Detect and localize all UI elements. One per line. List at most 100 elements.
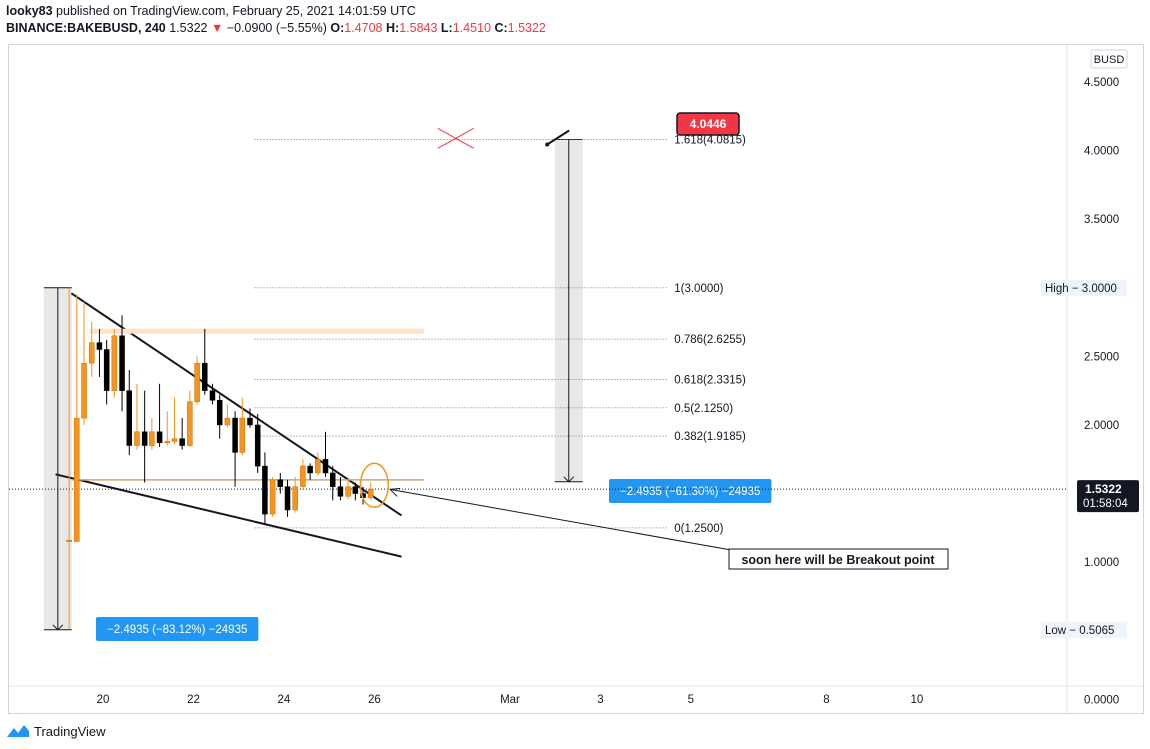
candle-up[interactable] [111, 335, 118, 391]
close-label: C: [494, 21, 508, 35]
price-change: −0.0900 (−5.55%) [226, 21, 327, 35]
candle-up[interactable] [74, 417, 80, 542]
x-tick-label: 10 [911, 694, 924, 706]
candle-down[interactable] [216, 400, 223, 426]
chart-area[interactable]: −2.4935 (−83.12%) −24935 −2.4935 (−61.30%… [8, 44, 1144, 714]
candle-up[interactable] [171, 438, 178, 442]
fib-level-label: 1.618(4.0815) [674, 134, 746, 146]
tradingview-footer[interactable]: TradingView [6, 721, 106, 741]
fib-level-label: 1(3.0000) [674, 283, 723, 295]
measure-right-label-box[interactable] [609, 479, 772, 503]
callout-arrow-icon [389, 487, 401, 497]
measure-left-label: −2.4935 (−83.12%) −24935 [107, 624, 247, 636]
candle-down[interactable] [119, 335, 125, 391]
author-name[interactable]: looky83 [6, 4, 53, 18]
fib-level-label: 0.618(2.3315) [674, 374, 746, 386]
candle-up[interactable] [134, 431, 140, 446]
candle-up[interactable] [149, 431, 155, 446]
low-label-box [1041, 621, 1127, 638]
candle-up[interactable] [367, 489, 374, 498]
target-point [545, 142, 550, 147]
candle-up[interactable] [164, 441, 171, 444]
upper-wedge-line[interactable] [70, 292, 403, 517]
candle-down[interactable] [247, 417, 253, 426]
candle-down[interactable] [156, 431, 163, 444]
high-label: High − 3.0000 [1045, 283, 1117, 295]
current-price-box[interactable] [1077, 480, 1139, 513]
x-tick-label: 5 [688, 694, 694, 706]
measure-left-label-box[interactable] [96, 617, 259, 641]
symbol-name: BINANCE:BAKEBUSD, 240 [6, 21, 166, 35]
x-tick-label: 20 [97, 694, 110, 706]
candle-down[interactable] [322, 458, 329, 474]
candle-down[interactable] [96, 342, 103, 350]
candle-down[interactable] [284, 486, 291, 511]
high-label-box [1041, 279, 1127, 296]
x-tick-label: 26 [368, 694, 381, 706]
candle-down[interactable] [202, 362, 208, 391]
measure-right-label: −2.4935 (−61.30%) −24935 [620, 486, 760, 498]
bar-countdown-label: 01:58:04 [1083, 498, 1128, 510]
candle-down[interactable] [337, 486, 344, 497]
price-chart-svg[interactable]: −2.4935 (−83.12%) −24935 −2.4935 (−61.30%… [9, 45, 1143, 713]
low-label: Low − 0.5065 [1045, 625, 1114, 637]
target-pointer [546, 129, 570, 146]
fib-level-label: 0(1.2500) [674, 523, 723, 535]
y-tick-label: 2.0000 [1084, 420, 1119, 432]
candle-down[interactable] [307, 465, 313, 474]
callout-line [390, 488, 732, 551]
close-value: 1.5322 [507, 21, 546, 35]
current-price-label: 1.5322 [1085, 482, 1122, 496]
measure-left-arrow-head-icon [52, 624, 64, 631]
down-arrow-icon: ▼ [210, 21, 224, 35]
y-tick-label: 2.5000 [1084, 351, 1119, 363]
x-tick-label: 3 [597, 694, 603, 706]
y-tick-label: 4.5000 [1084, 77, 1119, 89]
candle-up[interactable] [224, 417, 231, 426]
candle-up[interactable] [66, 539, 72, 542]
target-price-box[interactable] [676, 112, 740, 136]
currency-badge[interactable] [1090, 49, 1128, 69]
measure-right-arrow-head-icon [563, 476, 575, 483]
candle-down[interactable] [352, 486, 359, 494]
callout-box[interactable] [728, 548, 949, 570]
candle-down[interactable] [232, 417, 238, 453]
candle-down[interactable] [329, 472, 336, 487]
candle-up[interactable] [81, 362, 87, 419]
target-price-label: 4.0446 [690, 117, 727, 131]
open-label: O: [330, 21, 345, 35]
y-tick-label: 1.0000 [1084, 557, 1119, 569]
fib-level-label: 0.786(2.6255) [674, 334, 746, 346]
candle-down[interactable] [179, 438, 185, 446]
lower-wedge-line[interactable] [55, 473, 402, 558]
breakout-circle[interactable] [359, 462, 390, 509]
candle-up[interactable] [194, 362, 200, 402]
candle-up[interactable] [315, 458, 321, 474]
candle-up[interactable] [300, 465, 306, 487]
candle-up[interactable] [269, 479, 276, 515]
x-tick-label: 22 [187, 694, 200, 706]
candle-down[interactable] [126, 390, 133, 446]
resistance-zone[interactable] [89, 328, 425, 334]
candle-down[interactable] [262, 465, 268, 515]
x-tick-label: 24 [278, 694, 291, 706]
candle-up[interactable] [88, 342, 95, 364]
low-value: 1.4510 [452, 21, 491, 35]
tradingview-logo-icon [7, 725, 29, 737]
candle-down[interactable] [254, 424, 261, 467]
candle-down[interactable] [209, 390, 216, 401]
low-label: L: [440, 21, 453, 35]
candle-up[interactable] [187, 401, 193, 446]
candle-up[interactable] [292, 486, 298, 511]
candle-down[interactable] [277, 479, 284, 487]
candle-up[interactable] [345, 486, 351, 497]
high-value: 1.5843 [399, 21, 438, 35]
callout-text: soon here will be Breakout point [741, 553, 935, 567]
candle-down[interactable] [103, 349, 110, 391]
fib-level-label: 0.382(1.9185) [674, 431, 746, 443]
candle-down[interactable] [141, 431, 148, 446]
publish-text: published on TradingView.com, February 2… [56, 4, 416, 18]
candle-up[interactable] [239, 417, 246, 453]
last-price: 1.5322 [169, 21, 208, 35]
